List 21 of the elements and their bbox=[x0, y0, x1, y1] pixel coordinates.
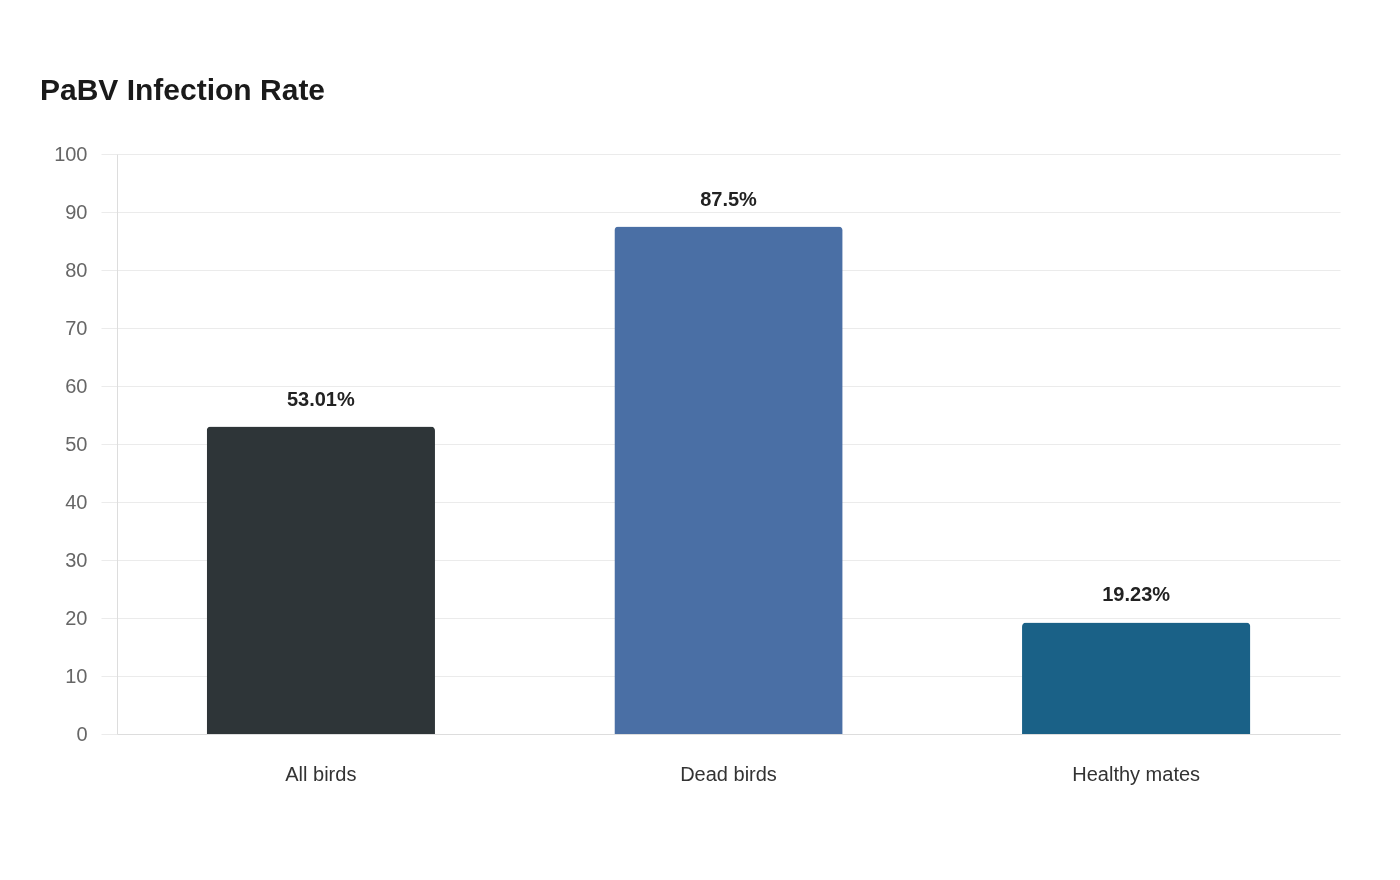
y-tick-label: 40 bbox=[65, 490, 88, 513]
bar bbox=[614, 226, 843, 734]
x-tick-label: All birds bbox=[285, 762, 357, 785]
y-tick-label: 10 bbox=[65, 664, 88, 687]
y-tick-label: 0 bbox=[76, 722, 88, 745]
y-tick-label: 90 bbox=[65, 200, 88, 223]
x-tick-label: Healthy mates bbox=[1072, 762, 1201, 785]
y-tick-label: 80 bbox=[65, 258, 88, 281]
y-tick-label: 70 bbox=[65, 316, 88, 339]
y-tick-label: 50 bbox=[65, 432, 88, 455]
data-label: 87.5% bbox=[700, 187, 758, 210]
bar bbox=[1022, 622, 1251, 734]
data-label: 19.23% bbox=[1102, 583, 1171, 606]
data-label: 53.01% bbox=[286, 387, 355, 410]
y-tick-label: 30 bbox=[65, 548, 88, 571]
y-tick-label: 100 bbox=[54, 142, 88, 165]
x-tick-label: Dead birds bbox=[680, 762, 777, 785]
chart-title: PaBV Infection Rate bbox=[40, 73, 326, 106]
y-tick-label: 20 bbox=[65, 606, 88, 629]
y-tick-label: 60 bbox=[65, 374, 88, 397]
bar bbox=[206, 426, 435, 734]
